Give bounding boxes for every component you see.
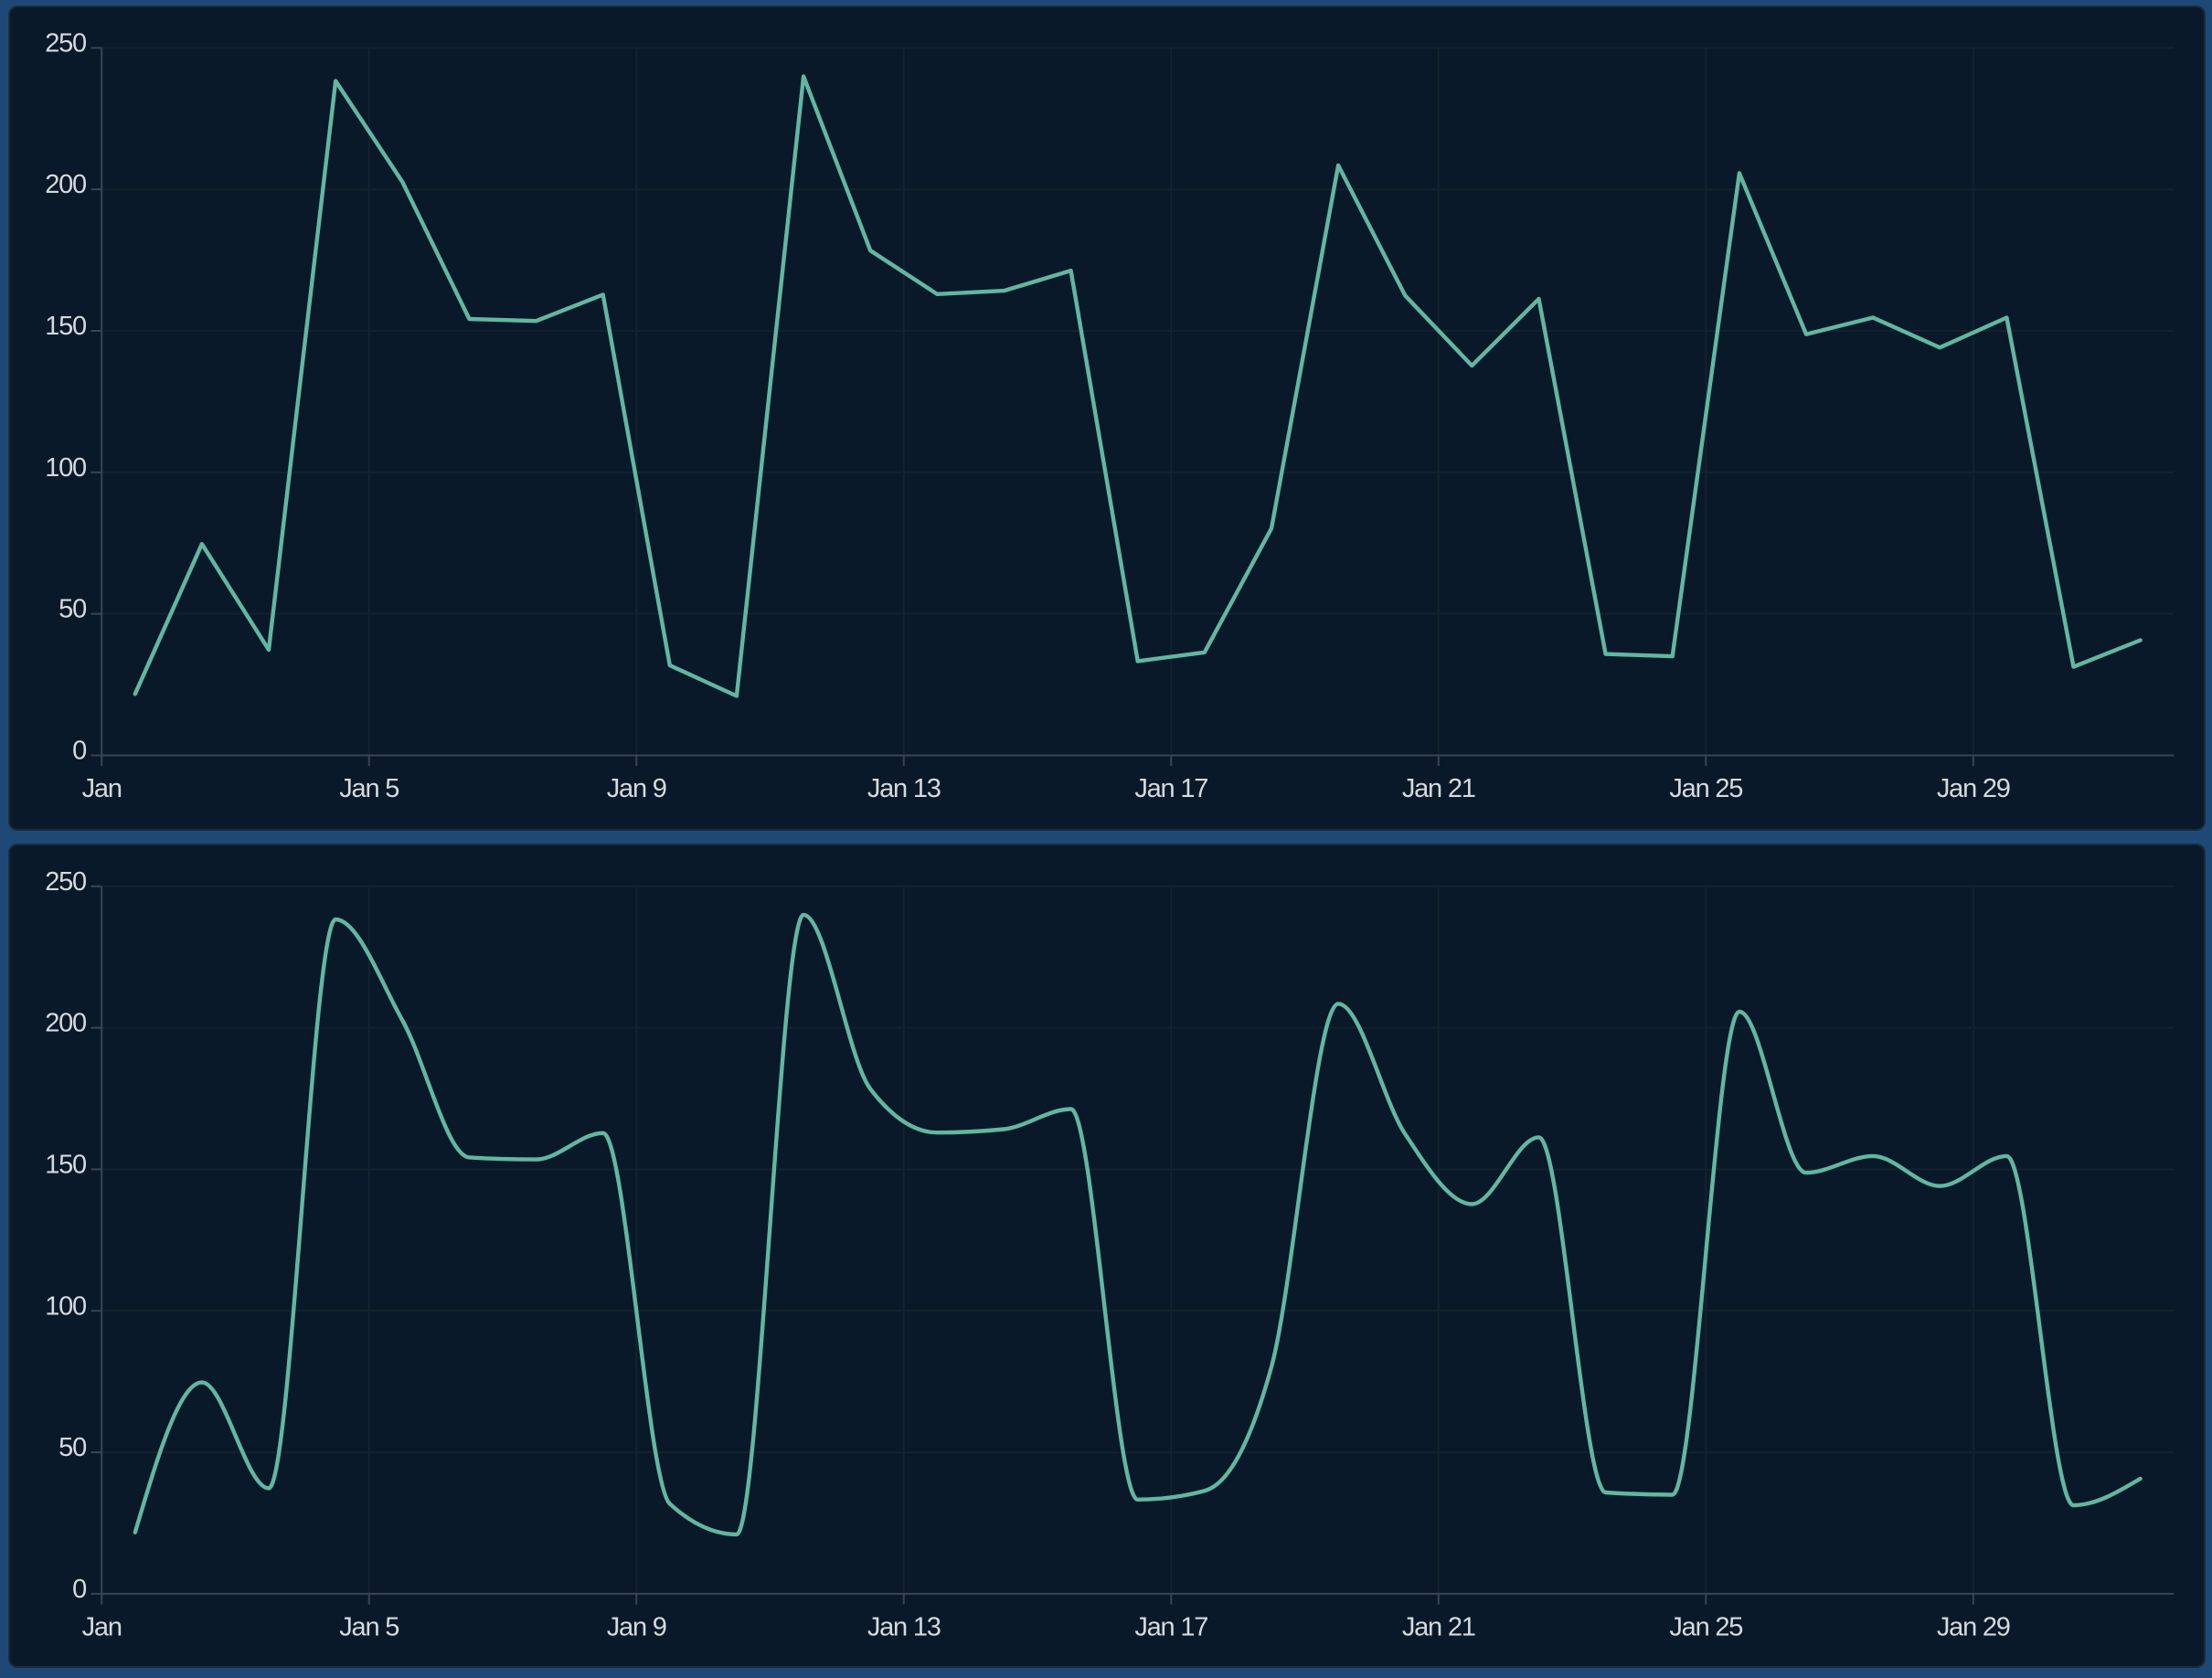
svg-text:Jan 29: Jan 29 — [1937, 1612, 2010, 1641]
svg-text:100: 100 — [45, 453, 86, 483]
svg-text:50: 50 — [58, 595, 86, 624]
svg-text:0: 0 — [72, 1575, 86, 1604]
svg-text:150: 150 — [45, 1150, 86, 1179]
svg-text:Jan 25: Jan 25 — [1669, 1612, 1742, 1641]
svg-text:200: 200 — [45, 170, 86, 199]
svg-text:Jan: Jan — [82, 1612, 122, 1641]
svg-text:Jan 25: Jan 25 — [1669, 774, 1742, 803]
svg-text:50: 50 — [58, 1433, 86, 1462]
svg-text:200: 200 — [45, 1009, 86, 1038]
svg-text:Jan 29: Jan 29 — [1937, 774, 2010, 803]
svg-text:100: 100 — [45, 1291, 86, 1321]
svg-text:Jan 5: Jan 5 — [339, 1612, 399, 1641]
svg-text:0: 0 — [72, 737, 86, 766]
svg-text:Jan 13: Jan 13 — [867, 1612, 941, 1641]
svg-text:Jan 5: Jan 5 — [339, 774, 399, 803]
svg-text:Jan 21: Jan 21 — [1402, 1612, 1475, 1641]
svg-text:250: 250 — [45, 28, 86, 58]
svg-text:Jan 13: Jan 13 — [867, 774, 941, 803]
svg-text:Jan 17: Jan 17 — [1134, 1612, 1207, 1641]
svg-text:Jan 9: Jan 9 — [607, 1612, 666, 1641]
svg-text:Jan 17: Jan 17 — [1134, 774, 1207, 803]
svg-text:Jan 9: Jan 9 — [607, 774, 666, 803]
svg-text:250: 250 — [45, 867, 86, 897]
svg-text:Jan: Jan — [82, 774, 122, 803]
svg-text:150: 150 — [45, 312, 86, 341]
svg-text:Jan 21: Jan 21 — [1402, 774, 1475, 803]
